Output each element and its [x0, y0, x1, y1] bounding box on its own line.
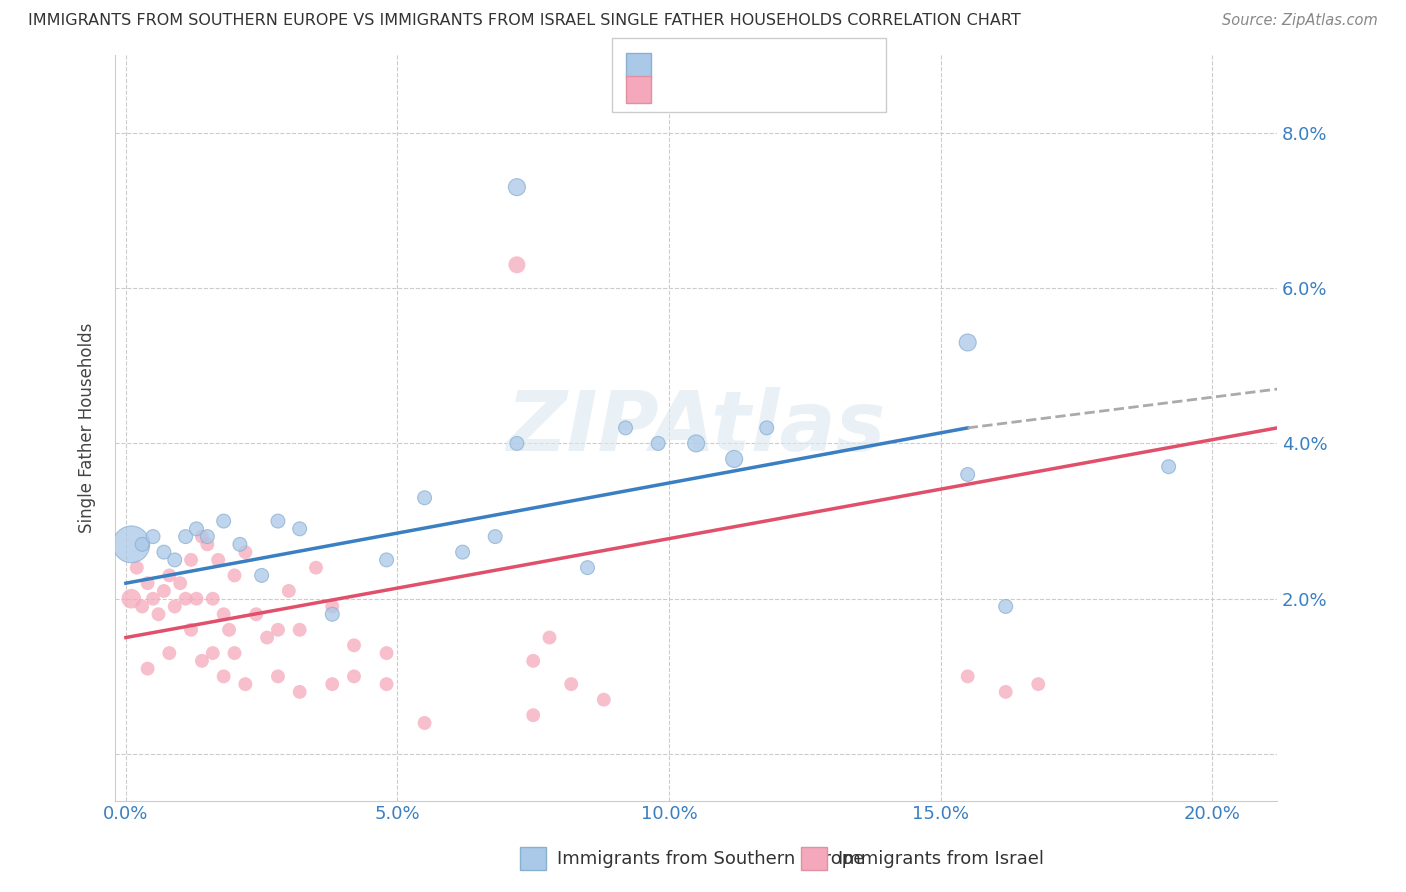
Point: [256, 631, 278, 645]
Point: [576, 560, 599, 574]
Point: [212, 669, 235, 683]
Point: [288, 623, 311, 637]
Text: 0.477: 0.477: [704, 57, 761, 75]
Point: [180, 623, 202, 637]
Y-axis label: Single Father Households: Single Father Households: [79, 323, 96, 533]
Point: [994, 685, 1017, 699]
Text: R =: R =: [662, 80, 702, 98]
Point: [131, 537, 153, 551]
Point: [956, 335, 979, 350]
Text: IMMIGRANTS FROM SOUTHERN EUROPE VS IMMIGRANTS FROM ISRAEL SINGLE FATHER HOUSEHOL: IMMIGRANTS FROM SOUTHERN EUROPE VS IMMIG…: [28, 13, 1021, 28]
Point: [201, 646, 224, 660]
Point: [321, 607, 343, 622]
Point: [267, 623, 290, 637]
Point: [375, 646, 398, 660]
Point: [229, 537, 252, 551]
Point: [506, 180, 529, 194]
Point: [180, 553, 202, 567]
Point: [723, 452, 745, 467]
Point: [994, 599, 1017, 614]
Text: N =: N =: [763, 57, 815, 75]
Point: [174, 591, 197, 606]
Point: [212, 514, 235, 528]
Point: [148, 607, 170, 622]
Point: [195, 537, 218, 551]
Point: [413, 715, 436, 730]
Point: [245, 607, 267, 622]
Text: Source: ZipAtlas.com: Source: ZipAtlas.com: [1222, 13, 1378, 28]
Point: [212, 607, 235, 622]
Point: [1157, 459, 1180, 474]
Text: 0.355: 0.355: [704, 80, 761, 98]
Point: [153, 584, 176, 599]
Point: [321, 677, 343, 691]
Point: [1026, 677, 1049, 691]
Point: [131, 599, 153, 614]
Point: [163, 599, 186, 614]
Point: [224, 568, 246, 582]
Point: [538, 631, 561, 645]
Text: Immigrants from Israel: Immigrants from Israel: [838, 850, 1045, 868]
Point: [136, 576, 159, 591]
Point: [201, 591, 224, 606]
Point: [305, 560, 328, 574]
Point: [186, 591, 208, 606]
Point: [343, 638, 366, 652]
Text: Immigrants from Southern Europe: Immigrants from Southern Europe: [557, 850, 865, 868]
Point: [235, 677, 257, 691]
Point: [153, 545, 176, 559]
Point: [506, 436, 529, 450]
Point: [956, 467, 979, 482]
Point: [191, 530, 214, 544]
Point: [169, 576, 191, 591]
Text: ZIPAtlas: ZIPAtlas: [506, 387, 886, 468]
Point: [142, 591, 165, 606]
Point: [484, 530, 506, 544]
Point: [174, 530, 197, 544]
Point: [560, 677, 582, 691]
Point: [288, 522, 311, 536]
Point: [250, 568, 273, 582]
Point: [375, 553, 398, 567]
Point: [218, 623, 240, 637]
Point: [755, 421, 778, 435]
Point: [592, 692, 614, 706]
Point: [614, 421, 637, 435]
Text: R =: R =: [662, 57, 702, 75]
Point: [343, 669, 366, 683]
Point: [224, 646, 246, 660]
Point: [413, 491, 436, 505]
Text: 28: 28: [814, 57, 839, 75]
Text: N =: N =: [763, 80, 815, 98]
Point: [163, 553, 186, 567]
Point: [321, 599, 343, 614]
Point: [157, 568, 180, 582]
Point: [522, 708, 544, 723]
Point: [277, 584, 299, 599]
Point: [120, 591, 142, 606]
Point: [235, 545, 257, 559]
Point: [157, 646, 180, 660]
Point: [956, 669, 979, 683]
Point: [207, 553, 229, 567]
Text: 52: 52: [814, 80, 839, 98]
Point: [267, 669, 290, 683]
Point: [375, 677, 398, 691]
Point: [142, 530, 165, 544]
Point: [136, 662, 159, 676]
Point: [685, 436, 707, 450]
Point: [191, 654, 214, 668]
Point: [647, 436, 669, 450]
Point: [451, 545, 474, 559]
Point: [267, 514, 290, 528]
Point: [288, 685, 311, 699]
Point: [506, 258, 529, 272]
Point: [195, 530, 218, 544]
Point: [522, 654, 544, 668]
Point: [186, 522, 208, 536]
Point: [120, 537, 142, 551]
Point: [125, 560, 148, 574]
